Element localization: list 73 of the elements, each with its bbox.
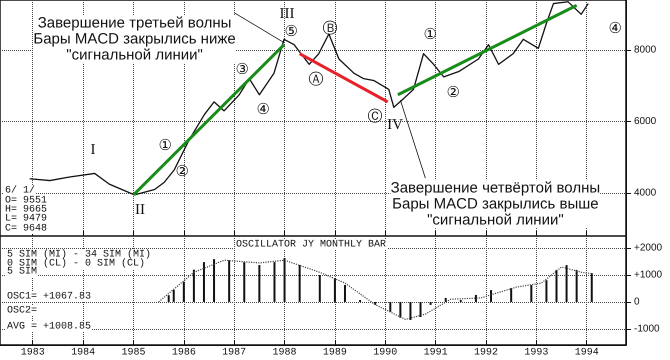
bar — [273, 262, 276, 302]
x-tick-label: 1983 — [20, 348, 45, 358]
x-tick-label: 1984 — [71, 348, 96, 358]
bar — [182, 282, 185, 302]
x-tick-label: 1992 — [474, 348, 498, 358]
x-tick-label: 1987 — [222, 348, 246, 358]
annotation: Завершение третьей волны Бары MACD закрылись ниже "сигнальной линии" — [33, 14, 236, 64]
bar — [168, 295, 170, 302]
bar — [334, 278, 336, 302]
bar — [545, 280, 548, 302]
annotation: ① — [424, 27, 436, 43]
x-tick-label: 1986 — [172, 348, 196, 358]
bar — [530, 284, 532, 302]
x-tick-label: 1990 — [373, 348, 398, 358]
bar — [566, 265, 568, 302]
bar — [318, 275, 321, 302]
annotation: ④ — [608, 21, 622, 37]
bar — [243, 262, 246, 302]
annotation: AVG = +1008.85 — [7, 322, 92, 332]
annotation: IV — [387, 117, 404, 133]
annotation: ③ — [236, 62, 248, 78]
annotation: 6/ 1/ — [5, 184, 36, 196]
y-tick-label: 4000 — [634, 188, 657, 199]
bar — [192, 270, 195, 302]
bar — [202, 262, 205, 302]
bar — [258, 265, 260, 302]
y-tick-label: +2000 — [634, 242, 663, 254]
bar — [474, 294, 477, 302]
annotation: OSC1= +1067.83 — [7, 292, 92, 302]
x-tick-label: 1985 — [121, 348, 146, 358]
bar — [490, 290, 492, 302]
bar — [430, 302, 432, 305]
x-tick-label: 1989 — [322, 348, 347, 358]
bar — [298, 265, 301, 302]
annotation: OSCILLATOR JY MONTHLY BAR — [236, 240, 386, 250]
y-tick-label: +1000 — [634, 270, 663, 281]
bar — [172, 290, 175, 302]
annotation: Ⓑ — [322, 20, 338, 37]
x-tick-label: 1994 — [574, 348, 599, 358]
bar — [420, 302, 422, 318]
bar — [399, 302, 402, 318]
annotation: OSC2= — [7, 306, 38, 316]
y-tick-label: 8000 — [634, 44, 657, 56]
bar — [228, 260, 230, 302]
bar — [590, 273, 593, 302]
annotation: Ⓒ — [368, 108, 382, 125]
x-tick-label: 1988 — [272, 348, 297, 358]
x-tick-label: 1991 — [424, 348, 448, 358]
annotation: Завершение четвёртой волны Бары MACD закрылись выше "сигнальной линии" — [390, 180, 600, 229]
annotation: ② — [446, 85, 460, 101]
bar — [213, 259, 216, 302]
annotation: ⑤ — [284, 24, 298, 40]
bar — [576, 270, 578, 302]
bar — [556, 270, 558, 302]
annotation: I — [90, 142, 96, 158]
bar — [444, 298, 447, 302]
bar — [389, 302, 392, 312]
bar — [284, 258, 286, 302]
y-tick-label: 6000 — [634, 116, 657, 128]
annotation: ④ — [256, 102, 270, 118]
annotation: III — [280, 6, 294, 22]
annotation: II — [135, 202, 145, 218]
annotation: C= 9648 — [5, 224, 48, 234]
y-tick-label: -1000 — [634, 323, 660, 334]
x-tick-label: 1993 — [524, 348, 548, 358]
bar — [344, 284, 346, 302]
annotation: Ⓐ — [308, 71, 324, 88]
annotation: ② — [176, 164, 188, 180]
bar — [409, 302, 412, 320]
annotation: 5 SIM — [7, 266, 38, 278]
y-tick-label: 0 — [634, 296, 640, 308]
annotation: ① — [158, 138, 172, 154]
annotation: L= 9479 — [5, 214, 48, 224]
